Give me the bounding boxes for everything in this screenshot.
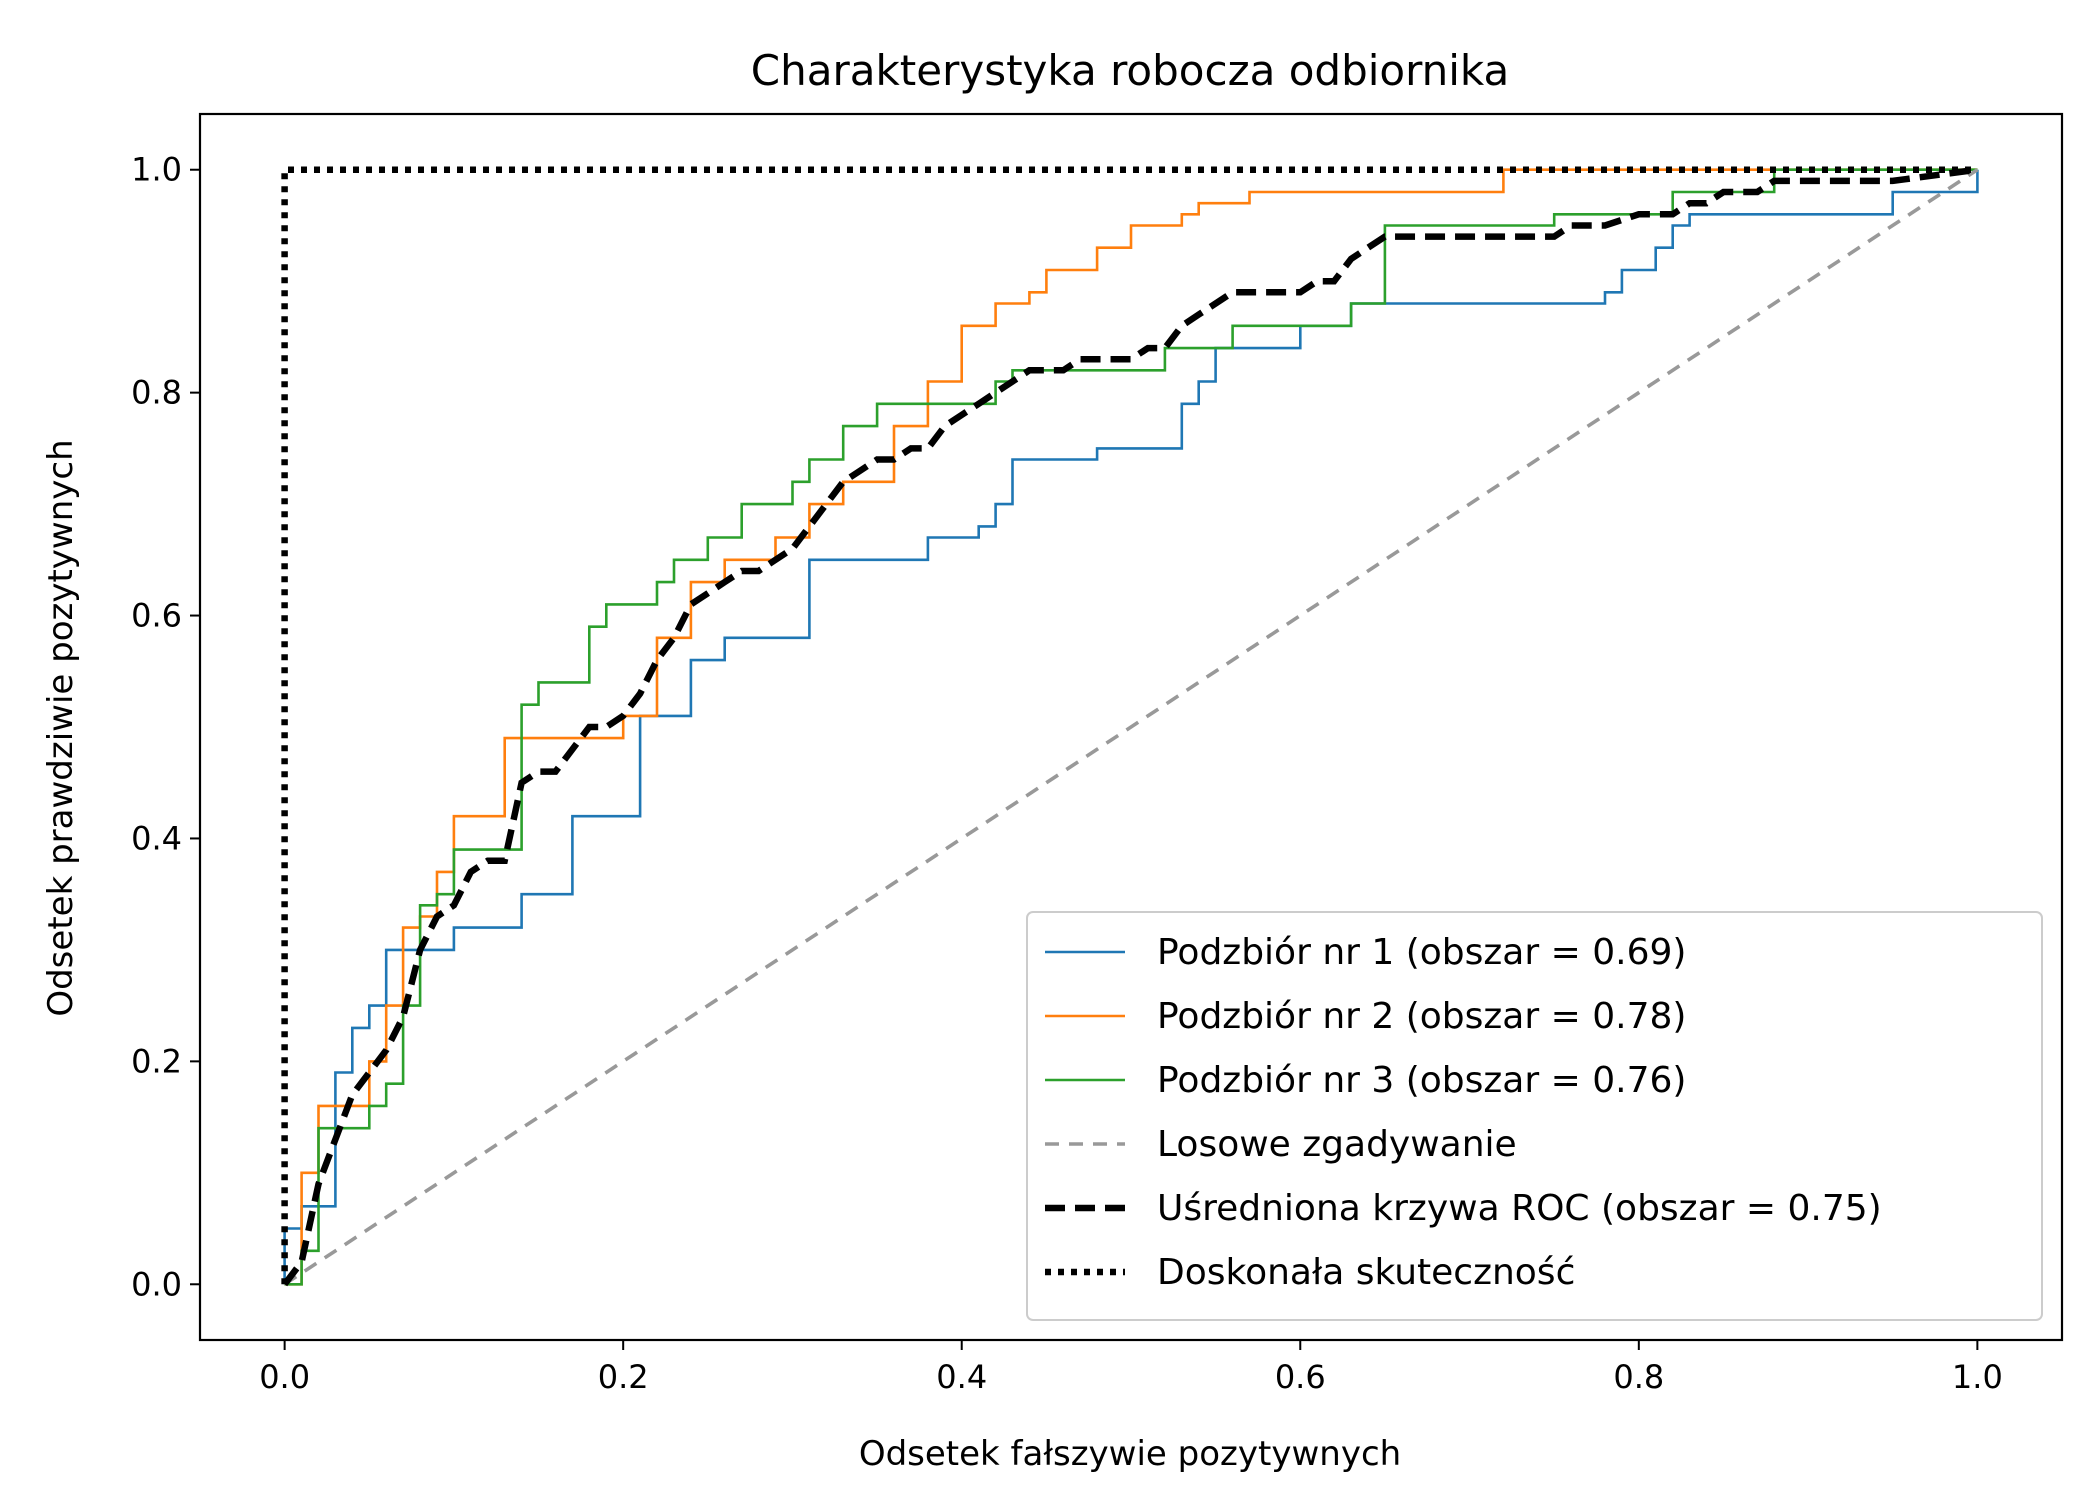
legend-label: Uśredniona krzywa ROC (obszar = 0.75) [1157,1188,1882,1229]
series-line-4 [283,168,1979,1286]
y-tick-label: 0.0 [131,1265,182,1303]
legend-box [1026,911,2043,1321]
legend: Podzbiór nr 1 (obszar = 0.69) Podzbiór nr… [1026,911,2043,1321]
legend-label: Podzbiór nr 3 (obszar = 0.76) [1157,1060,1686,1101]
series-line-3 [284,168,1978,1286]
y-tick-label: 0.4 [131,819,182,857]
x-axis-label: Odsetek fałszywie pozytywnych [859,1434,1401,1474]
x-tick-label: 0.2 [598,1358,649,1396]
y-tick-label: 1.0 [131,151,182,189]
x-tick-label: 0.0 [259,1358,310,1396]
legend-label: Doskonała skuteczność [1157,1252,1575,1293]
legend-label: Podzbiór nr 1 (obszar = 0.69) [1157,932,1686,973]
series-line-1 [283,169,1979,1285]
y-tick-label: 0.2 [131,1042,182,1080]
series-line-2 [284,168,1978,1286]
axes-frame [198,112,2064,1342]
legend-label: Podzbiór nr 2 (obszar = 0.78) [1157,996,1686,1037]
legend-label: Losowe zgadywanie [1157,1124,1517,1165]
axes: 0.0 0.2 0.4 0.6 0.8 1.0 0.0 0.2 0.4 0.6 0.8 1.0 [131,112,2064,1396]
x-tick-label: 1.0 [1952,1358,2003,1396]
x-tick-label: 0.6 [1275,1358,1326,1396]
series-line-5 [282,166,1978,1287]
y-tick-label: 0.8 [131,374,182,412]
x-tick-label: 0.8 [1613,1358,1664,1396]
x-tick-label: 0.4 [936,1358,987,1396]
y-tick-label: 0.6 [131,597,182,635]
chart-title: Charakterystyka robocza odbiornika [751,46,1509,95]
plot-area [281,166,1979,1287]
y-axis-label: Odsetek prawdziwie pozytywnych [41,439,81,1016]
